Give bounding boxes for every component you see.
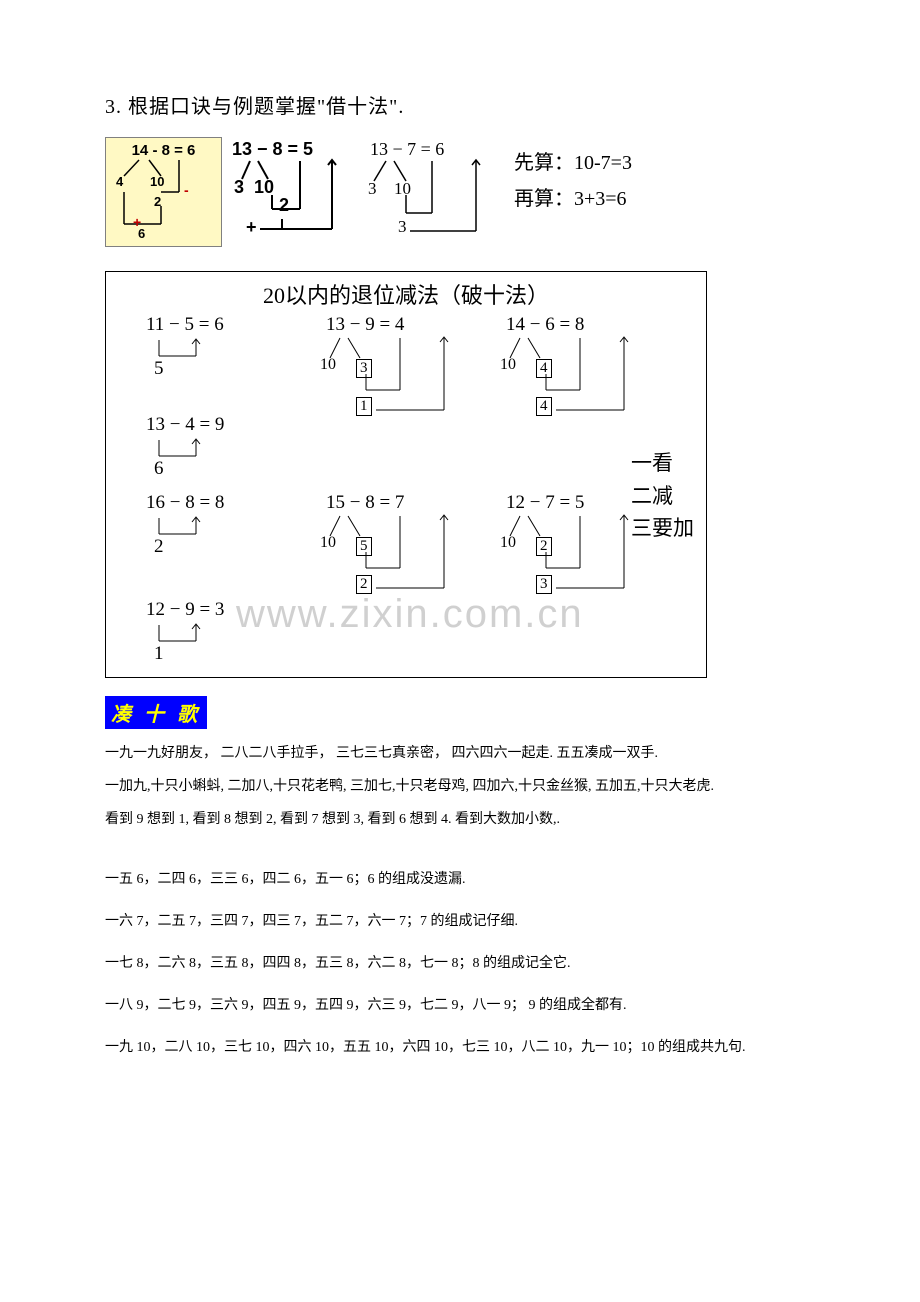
side-2: 二减 <box>631 480 694 513</box>
comp-8: 一七 8，二六 8，三五 8，四四 8，五三 8，六二 8，七一 8；8 的组成… <box>105 952 820 972</box>
comp-9: 一八 9，二七 9，三六 9，四五 9，五四 9，六三 9，七二 9，八一 9；… <box>105 994 820 1014</box>
result: 6 <box>138 226 145 241</box>
s1: 10 <box>500 356 516 374</box>
split-right: 10 <box>254 177 274 198</box>
minus-sign: - <box>184 182 189 198</box>
split-left: 3 <box>368 179 377 199</box>
examples-row: 14 - 8 = 6 4 10 - 2 + 6 13 − 8 = 5 <box>105 137 820 247</box>
below: 2 <box>154 536 164 558</box>
explain-text: 先算：10-7=3 再算：3+3=6 <box>514 137 632 217</box>
plus-sign: + <box>246 217 257 238</box>
section-heading: 3. 根据口诀与例题掌握"借十法". <box>105 90 820 119</box>
comp-7: 一六 7，二五 7，三四 7，四三 7，五二 7，六一 7；7 的组成记仔细. <box>105 910 820 930</box>
document-page: 3. 根据口诀与例题掌握"借十法". 14 - 8 = 6 4 10 - 2 +… <box>0 0 920 1118</box>
eq: 14 − 6 = 8 <box>506 314 584 336</box>
sub-value: 2 <box>154 194 161 209</box>
work-14-6: 14 − 6 = 8 10 4 4 <box>506 314 686 434</box>
comp-6: 一五 6，二四 6，三三 6，四二 6，五一 6；6 的组成没遗漏. <box>105 868 820 888</box>
methods-box: 20以内的退位减法（破十法） 11 − 5 = 6 5 <box>105 271 707 678</box>
eq: 13 − 9 = 4 <box>326 314 404 336</box>
song-line-1: 一九一九好朋友， 二八二八手拉手， 三七三七真亲密， 四六四六一起走. 五五凑成… <box>105 743 820 764</box>
explain-line-1: 先算：10-7=3 <box>514 145 632 181</box>
s2: 4 <box>536 356 552 378</box>
sub-value: 2 <box>279 195 289 216</box>
s2: 2 <box>536 534 552 556</box>
s1: 10 <box>500 534 516 552</box>
side-1: 一看 <box>631 447 694 480</box>
eq: 16 − 8 = 8 <box>146 492 224 514</box>
below: 6 <box>154 458 164 480</box>
split-right: 10 <box>150 174 164 189</box>
below: 1 <box>154 643 164 665</box>
comp-10: 一九 10，二八 10，三七 10，四六 10，五五 10，六四 10，七三 1… <box>105 1036 820 1056</box>
example-1: 14 - 8 = 6 4 10 - 2 + 6 <box>105 137 222 247</box>
song-title: 凑 十 歌 <box>105 696 207 729</box>
song-line-3: 看到 9 想到 1, 看到 8 想到 2, 看到 7 想到 3, 看到 6 想到… <box>105 809 820 830</box>
work-13-9: 13 − 9 = 4 10 3 1 <box>326 314 506 434</box>
work-13-4: 13 − 4 = 9 6 <box>146 414 326 484</box>
below: 5 <box>154 358 164 380</box>
eq: 15 − 8 = 7 <box>326 492 404 514</box>
explain-line-2: 再算：3+3=6 <box>514 181 632 217</box>
song-line-2: 一加九,十只小蝌蚪, 二加八,十只花老鸭, 三加七,十只老母鸡, 四加六,十只金… <box>105 776 820 797</box>
work-15-8: 15 − 8 = 7 10 5 2 <box>326 492 506 617</box>
box-title: 20以内的退位减法（破十法） <box>106 272 706 314</box>
split-left: 4 <box>116 174 123 189</box>
s2: 5 <box>356 534 372 556</box>
b: 4 <box>536 394 552 416</box>
eq: 13 − 7 = 6 <box>370 139 444 160</box>
bottom: 3 <box>398 217 407 237</box>
split-left: 3 <box>234 177 244 198</box>
s1: 10 <box>320 356 336 374</box>
b: 1 <box>356 394 372 416</box>
b: 2 <box>356 572 372 594</box>
side-words: 一看 二减 三要加 <box>631 447 694 545</box>
b: 3 <box>536 572 552 594</box>
example-3: 13 − 7 = 6 3 10 3 <box>354 137 504 245</box>
example-2: 13 − 8 = 5 3 10 2 + <box>232 137 344 245</box>
eq: 12 − 7 = 5 <box>506 492 584 514</box>
side-3: 三要加 <box>631 512 694 545</box>
s1: 10 <box>320 534 336 552</box>
eq: 13 − 4 = 9 <box>146 414 224 436</box>
eq: 12 − 9 = 3 <box>146 599 224 621</box>
s2: 3 <box>356 356 372 378</box>
eq: 14 - 8 = 6 <box>106 142 221 159</box>
work-12-9: 12 − 9 = 3 1 <box>146 599 326 659</box>
eq: 13 − 8 = 5 <box>232 139 313 160</box>
eq: 11 − 5 = 6 <box>146 314 224 336</box>
split-right: 10 <box>394 179 411 199</box>
